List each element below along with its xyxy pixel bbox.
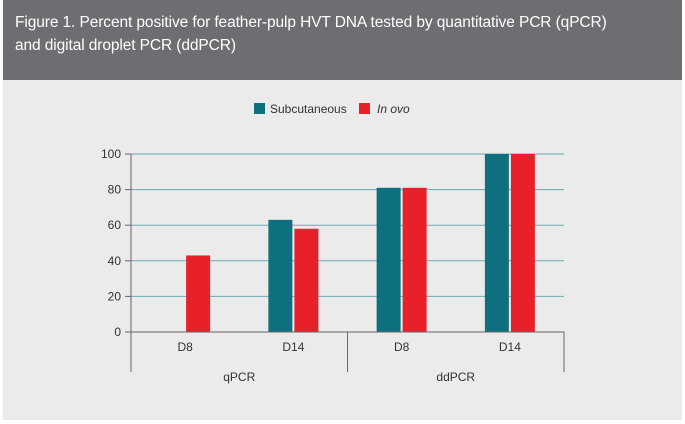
bar-in-ovo bbox=[186, 255, 211, 332]
bar-in-ovo bbox=[510, 154, 535, 332]
figure-title-line-1: Figure 1. Percent positive for feather-p… bbox=[15, 14, 607, 31]
bar-in-ovo bbox=[402, 187, 427, 332]
figure-title-line-2: and digital droplet PCR (ddPCR) bbox=[15, 37, 236, 54]
y-tick-label: 60 bbox=[108, 218, 122, 232]
y-tick-label: 20 bbox=[108, 289, 122, 303]
legend-swatch-subcutaneous bbox=[254, 103, 265, 114]
bar-in-ovo bbox=[294, 228, 319, 332]
legend: Subcutaneous In ovo bbox=[254, 102, 410, 116]
bar-subcutaneous bbox=[484, 154, 509, 332]
axes: 0 20 40 60 80 100 D8 D14 D8 D14 qPCR ddPCR bbox=[101, 147, 565, 384]
x-tick-label: D8 bbox=[177, 340, 193, 354]
legend-swatch-in-ovo bbox=[359, 103, 370, 114]
figure-title: Figure 1. Percent positive for feather-p… bbox=[3, 0, 682, 80]
group-label: ddPCR bbox=[436, 370, 475, 384]
x-tick-label: D8 bbox=[394, 340, 410, 354]
x-tick-label: D14 bbox=[282, 340, 304, 354]
x-tick-label: D14 bbox=[499, 340, 521, 354]
chart-panel bbox=[3, 80, 682, 420]
group-label: qPCR bbox=[223, 370, 255, 384]
legend-label-subcutaneous: Subcutaneous bbox=[270, 102, 347, 116]
bar-subcutaneous bbox=[376, 187, 401, 332]
y-tick-label: 80 bbox=[108, 183, 122, 197]
bar-subcutaneous bbox=[268, 219, 293, 332]
y-tick-label: 40 bbox=[108, 254, 122, 268]
y-tick-label: 100 bbox=[101, 147, 121, 161]
y-tick-label: 0 bbox=[114, 325, 121, 339]
bars bbox=[186, 154, 535, 332]
legend-label-in-ovo: In ovo bbox=[377, 102, 410, 116]
